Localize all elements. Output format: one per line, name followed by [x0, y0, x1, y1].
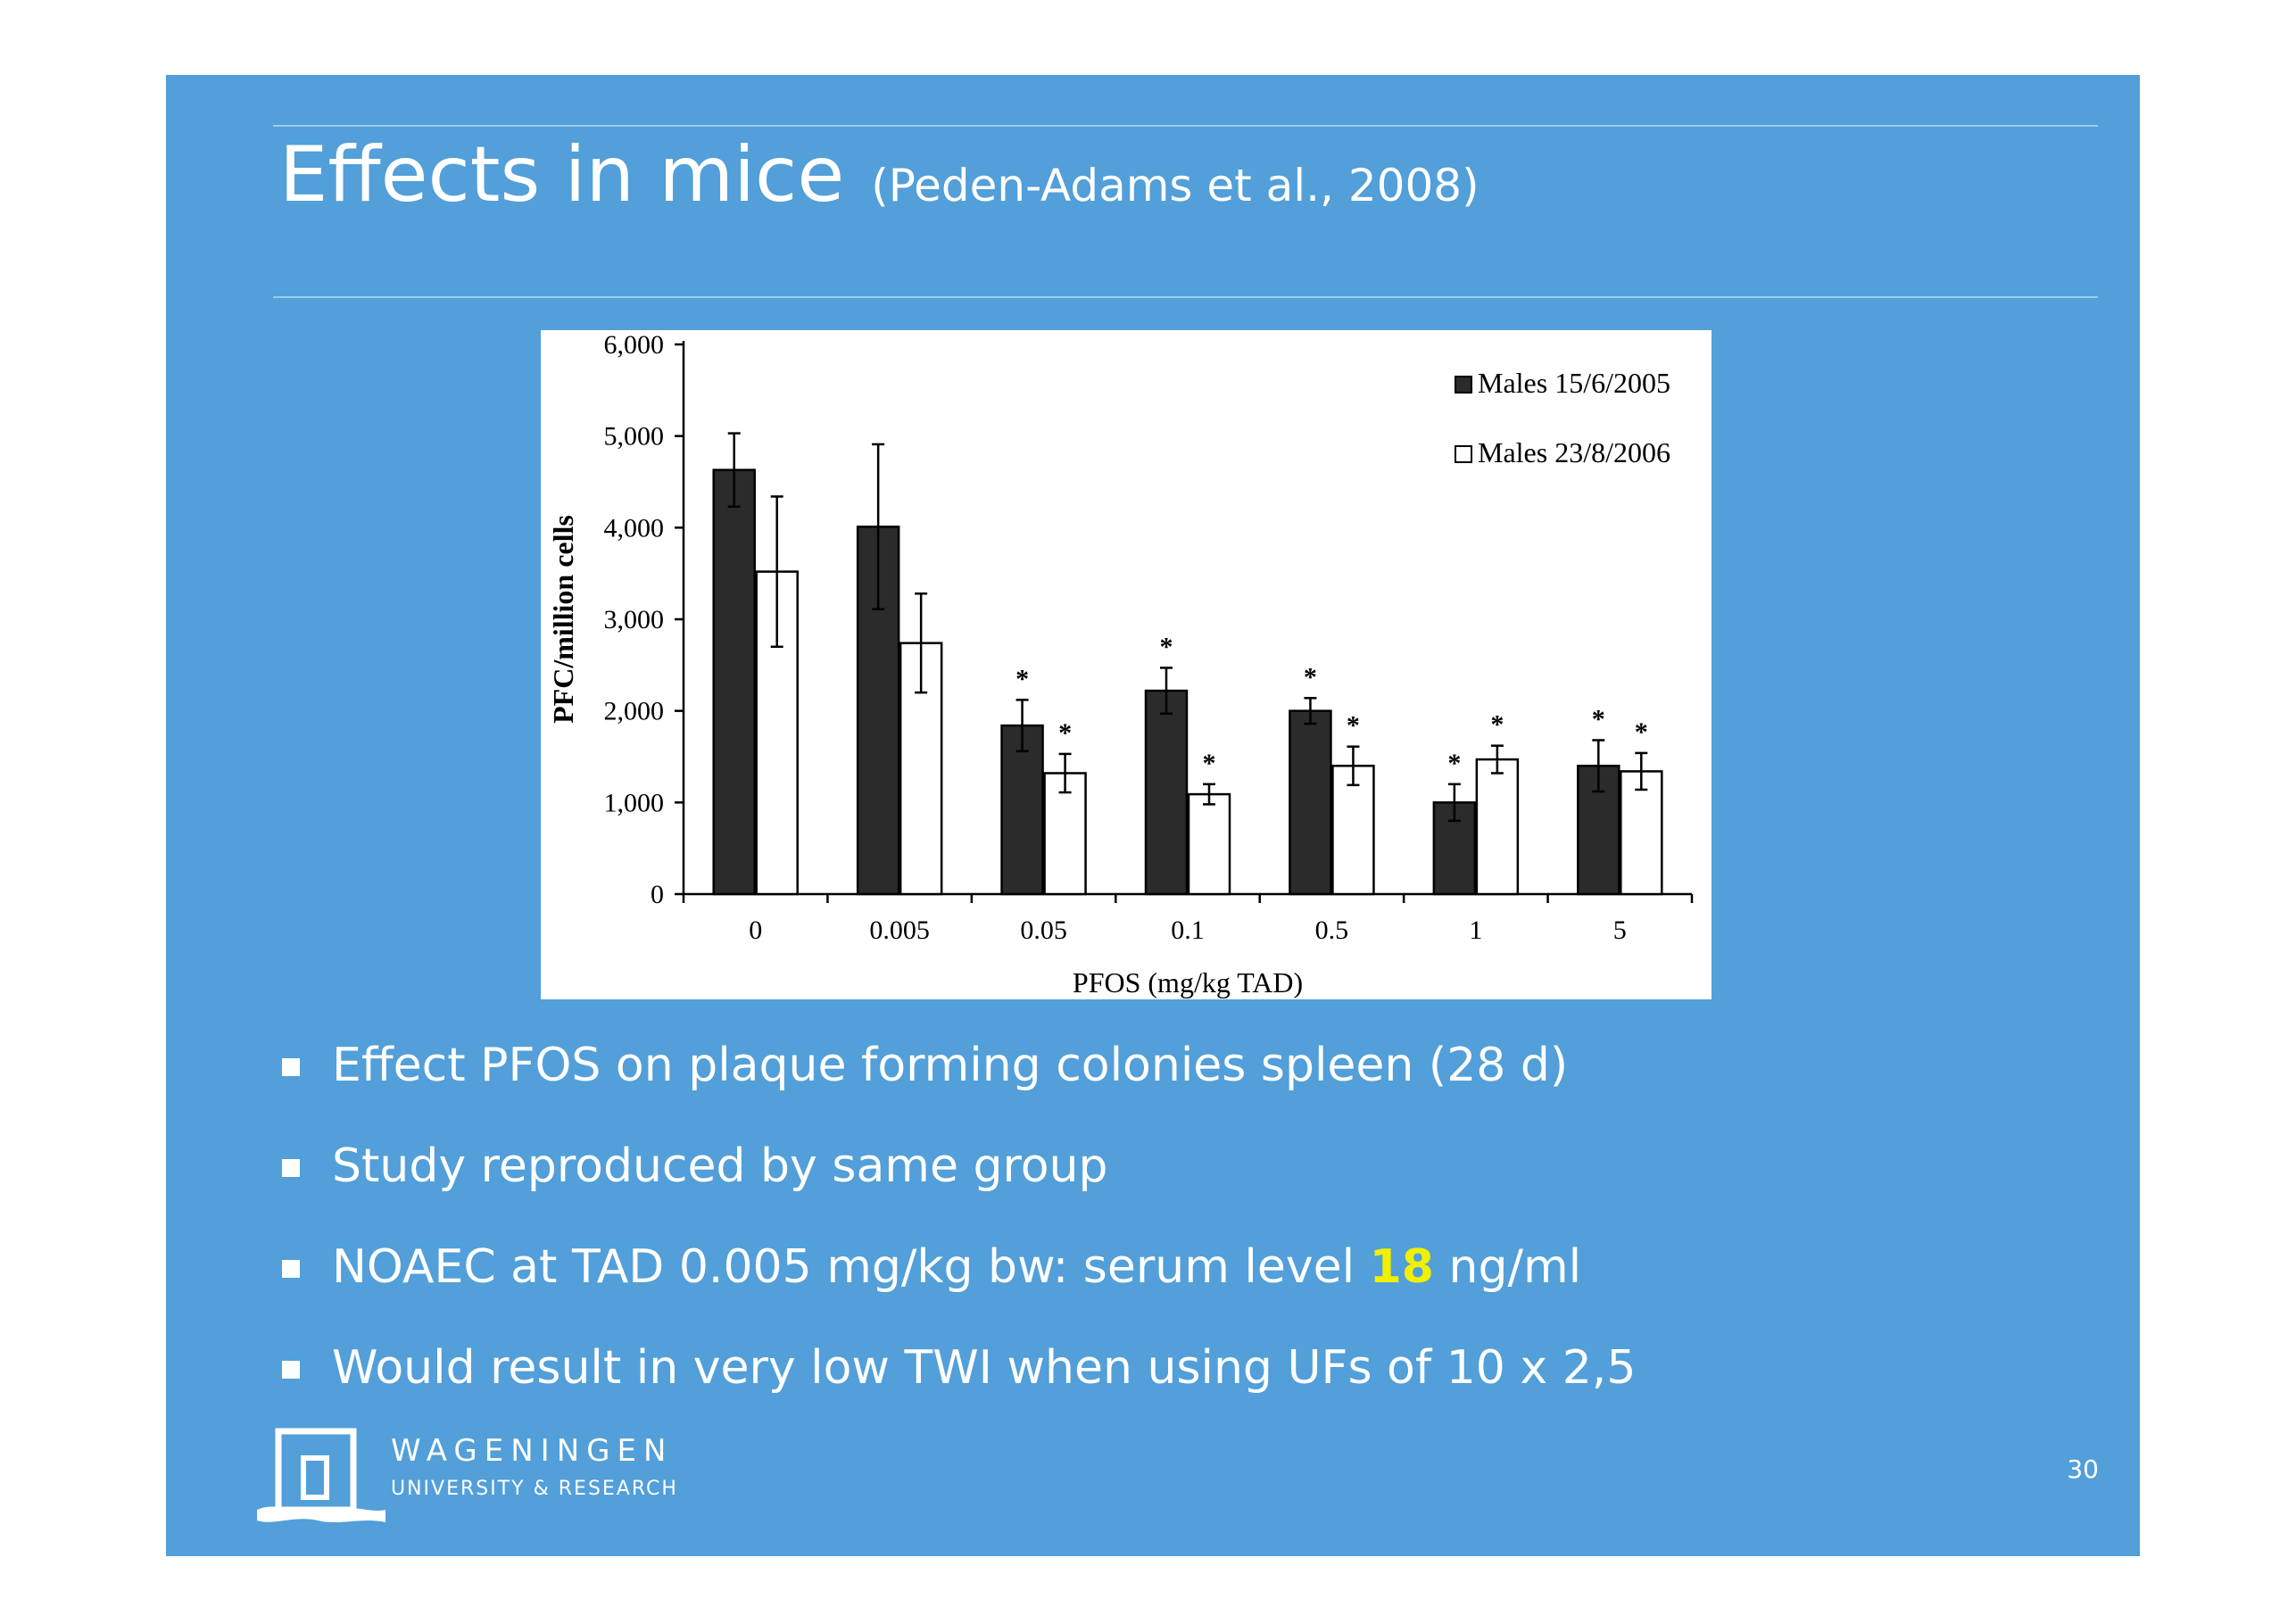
significance-marker: * [1592, 705, 1605, 734]
y-tick-label: 2,000 [604, 697, 665, 726]
legend-swatch [1455, 445, 1472, 463]
x-tick-label: 0.1 [1171, 916, 1205, 945]
bullet-text-before: NOAEC at TAD 0.005 mg/kg bw: serum level [332, 1240, 1370, 1294]
logo-mark-icon [257, 1428, 385, 1522]
logo-name: WAGENINGEN [391, 1433, 674, 1469]
significance-marker: * [1203, 749, 1216, 778]
bullet-square-icon [282, 1260, 300, 1278]
significance-marker: * [1635, 717, 1648, 747]
title-reference: (Peden-Adams et al., 2008) [871, 160, 1480, 211]
x-tick-label: 0.005 [869, 916, 930, 945]
logo-subtitle: UNIVERSITY & RESEARCH [391, 1478, 678, 1500]
x-tick-label: 0.5 [1315, 916, 1349, 945]
title-bottom-rule [273, 296, 2098, 298]
bar [1144, 689, 1189, 896]
y-tick-label: 0 [651, 880, 664, 909]
chart-panel: 0 1,000 2,000 3,000 4,000 5,000 6,000 0 0.005 0.0… [541, 330, 1712, 999]
bar [712, 468, 756, 896]
bar [1187, 792, 1231, 896]
x-tick-label: 5 [1613, 916, 1627, 945]
bullet-text-after: ng/ml [1433, 1240, 1582, 1294]
y-tick-label: 1,000 [604, 788, 665, 817]
bar [1620, 770, 1663, 896]
page-number: 30 [2067, 1454, 2099, 1484]
significance-marker: * [1160, 632, 1173, 661]
y-tick-label: 3,000 [604, 605, 665, 634]
significance-marker: * [1347, 711, 1360, 741]
bar [1000, 724, 1044, 896]
bar [1289, 709, 1332, 896]
x-axis-label: PFOS (mg/kg TAD) [1073, 966, 1303, 998]
significance-marker: * [1490, 710, 1504, 740]
y-axis-label: PFC/million cells [547, 515, 579, 724]
bar-chart: 0 1,000 2,000 3,000 4,000 5,000 6,000 0 0.005 0.0… [547, 330, 1694, 998]
bullet-square-icon [282, 1058, 300, 1076]
wageningen-logo: WAGENINGEN UNIVERSITY & RESEARCH [255, 1428, 719, 1526]
legend-swatch [1455, 376, 1472, 394]
bullet-text: NOAEC at TAD 0.005 mg/kg bw: serum level… [332, 1240, 1581, 1294]
slide: Effects in mice (Peden-Adams et al., 2008… [166, 75, 2140, 1556]
bullet-text: Study reproduced by same group [332, 1139, 1108, 1193]
significance-marker: * [1015, 664, 1029, 693]
x-tick-label: 0 [749, 916, 762, 945]
bullet-text: Effect PFOS on plaque forming colonies s… [332, 1039, 1569, 1092]
y-tick-label: 6,000 [604, 330, 665, 360]
significance-marker: * [1447, 749, 1461, 778]
bullet-square-icon [282, 1361, 300, 1379]
bar [1475, 758, 1520, 896]
legend-label: Males 15/6/2005 [1478, 367, 1670, 399]
significance-marker: * [1304, 662, 1317, 692]
title-top-rule [273, 125, 2098, 127]
bullet-square-icon [282, 1159, 300, 1177]
y-tick-label: 5,000 [604, 422, 665, 452]
slide-title: Effects in mice (Peden-Adams et al., 2008… [279, 130, 1480, 220]
legend-label: Males 23/8/2006 [1478, 436, 1670, 468]
x-tick-label: 0.05 [1020, 916, 1067, 945]
bullet-text: Would result in very low TWI when using … [332, 1341, 1637, 1395]
significance-marker: * [1058, 718, 1072, 748]
x-tick-label: 1 [1469, 916, 1482, 945]
y-tick-label: 4,000 [604, 513, 665, 543]
highlight-value: 18 [1369, 1240, 1434, 1294]
title-main: Effects in mice [279, 130, 845, 220]
